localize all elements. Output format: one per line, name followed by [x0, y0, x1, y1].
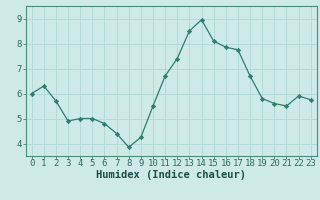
X-axis label: Humidex (Indice chaleur): Humidex (Indice chaleur) — [96, 170, 246, 180]
